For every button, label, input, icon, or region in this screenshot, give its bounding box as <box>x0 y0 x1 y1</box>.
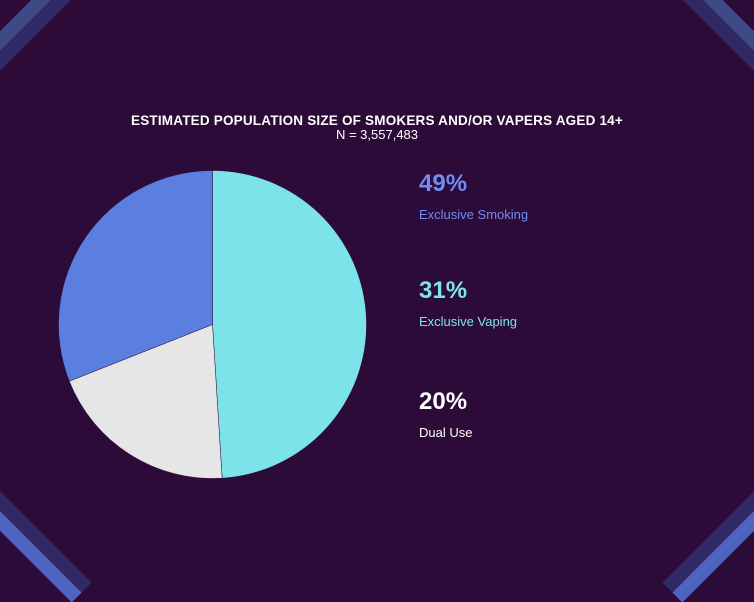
legend-item-exclusive-vaping: 31% Exclusive Vaping <box>419 277 517 331</box>
pie-slice-exclusive-smoking <box>212 170 367 479</box>
corner-decoration-bottom-left <box>0 469 92 602</box>
legend-percent: 49% <box>419 170 468 197</box>
legend-label: Dual Use <box>419 425 473 440</box>
pie-slice-exclusive-vaping <box>58 170 213 382</box>
corner-decoration-top-left <box>0 0 92 93</box>
chart-title: ESTIMATED POPULATION SIZE OF SMOKERS AND… <box>131 113 623 128</box>
legend-label: Exclusive Smoking <box>419 207 529 222</box>
legend-percent: 31% <box>419 277 468 304</box>
legend-item-dual-use: 20% Dual Use <box>419 388 472 442</box>
corner-decoration-bottom-right <box>662 469 754 602</box>
corner-decoration-top-right <box>662 0 754 93</box>
legend-label: Exclusive Vaping <box>419 314 518 329</box>
legend-percent: 20% <box>419 388 468 415</box>
chart-subtitle: N = 3,557,483 <box>335 127 419 142</box>
pie-slice-dual-use <box>68 324 223 479</box>
legend-item-exclusive-smoking: 49% Exclusive Smoking <box>419 170 528 224</box>
pie-chart <box>58 170 367 479</box>
